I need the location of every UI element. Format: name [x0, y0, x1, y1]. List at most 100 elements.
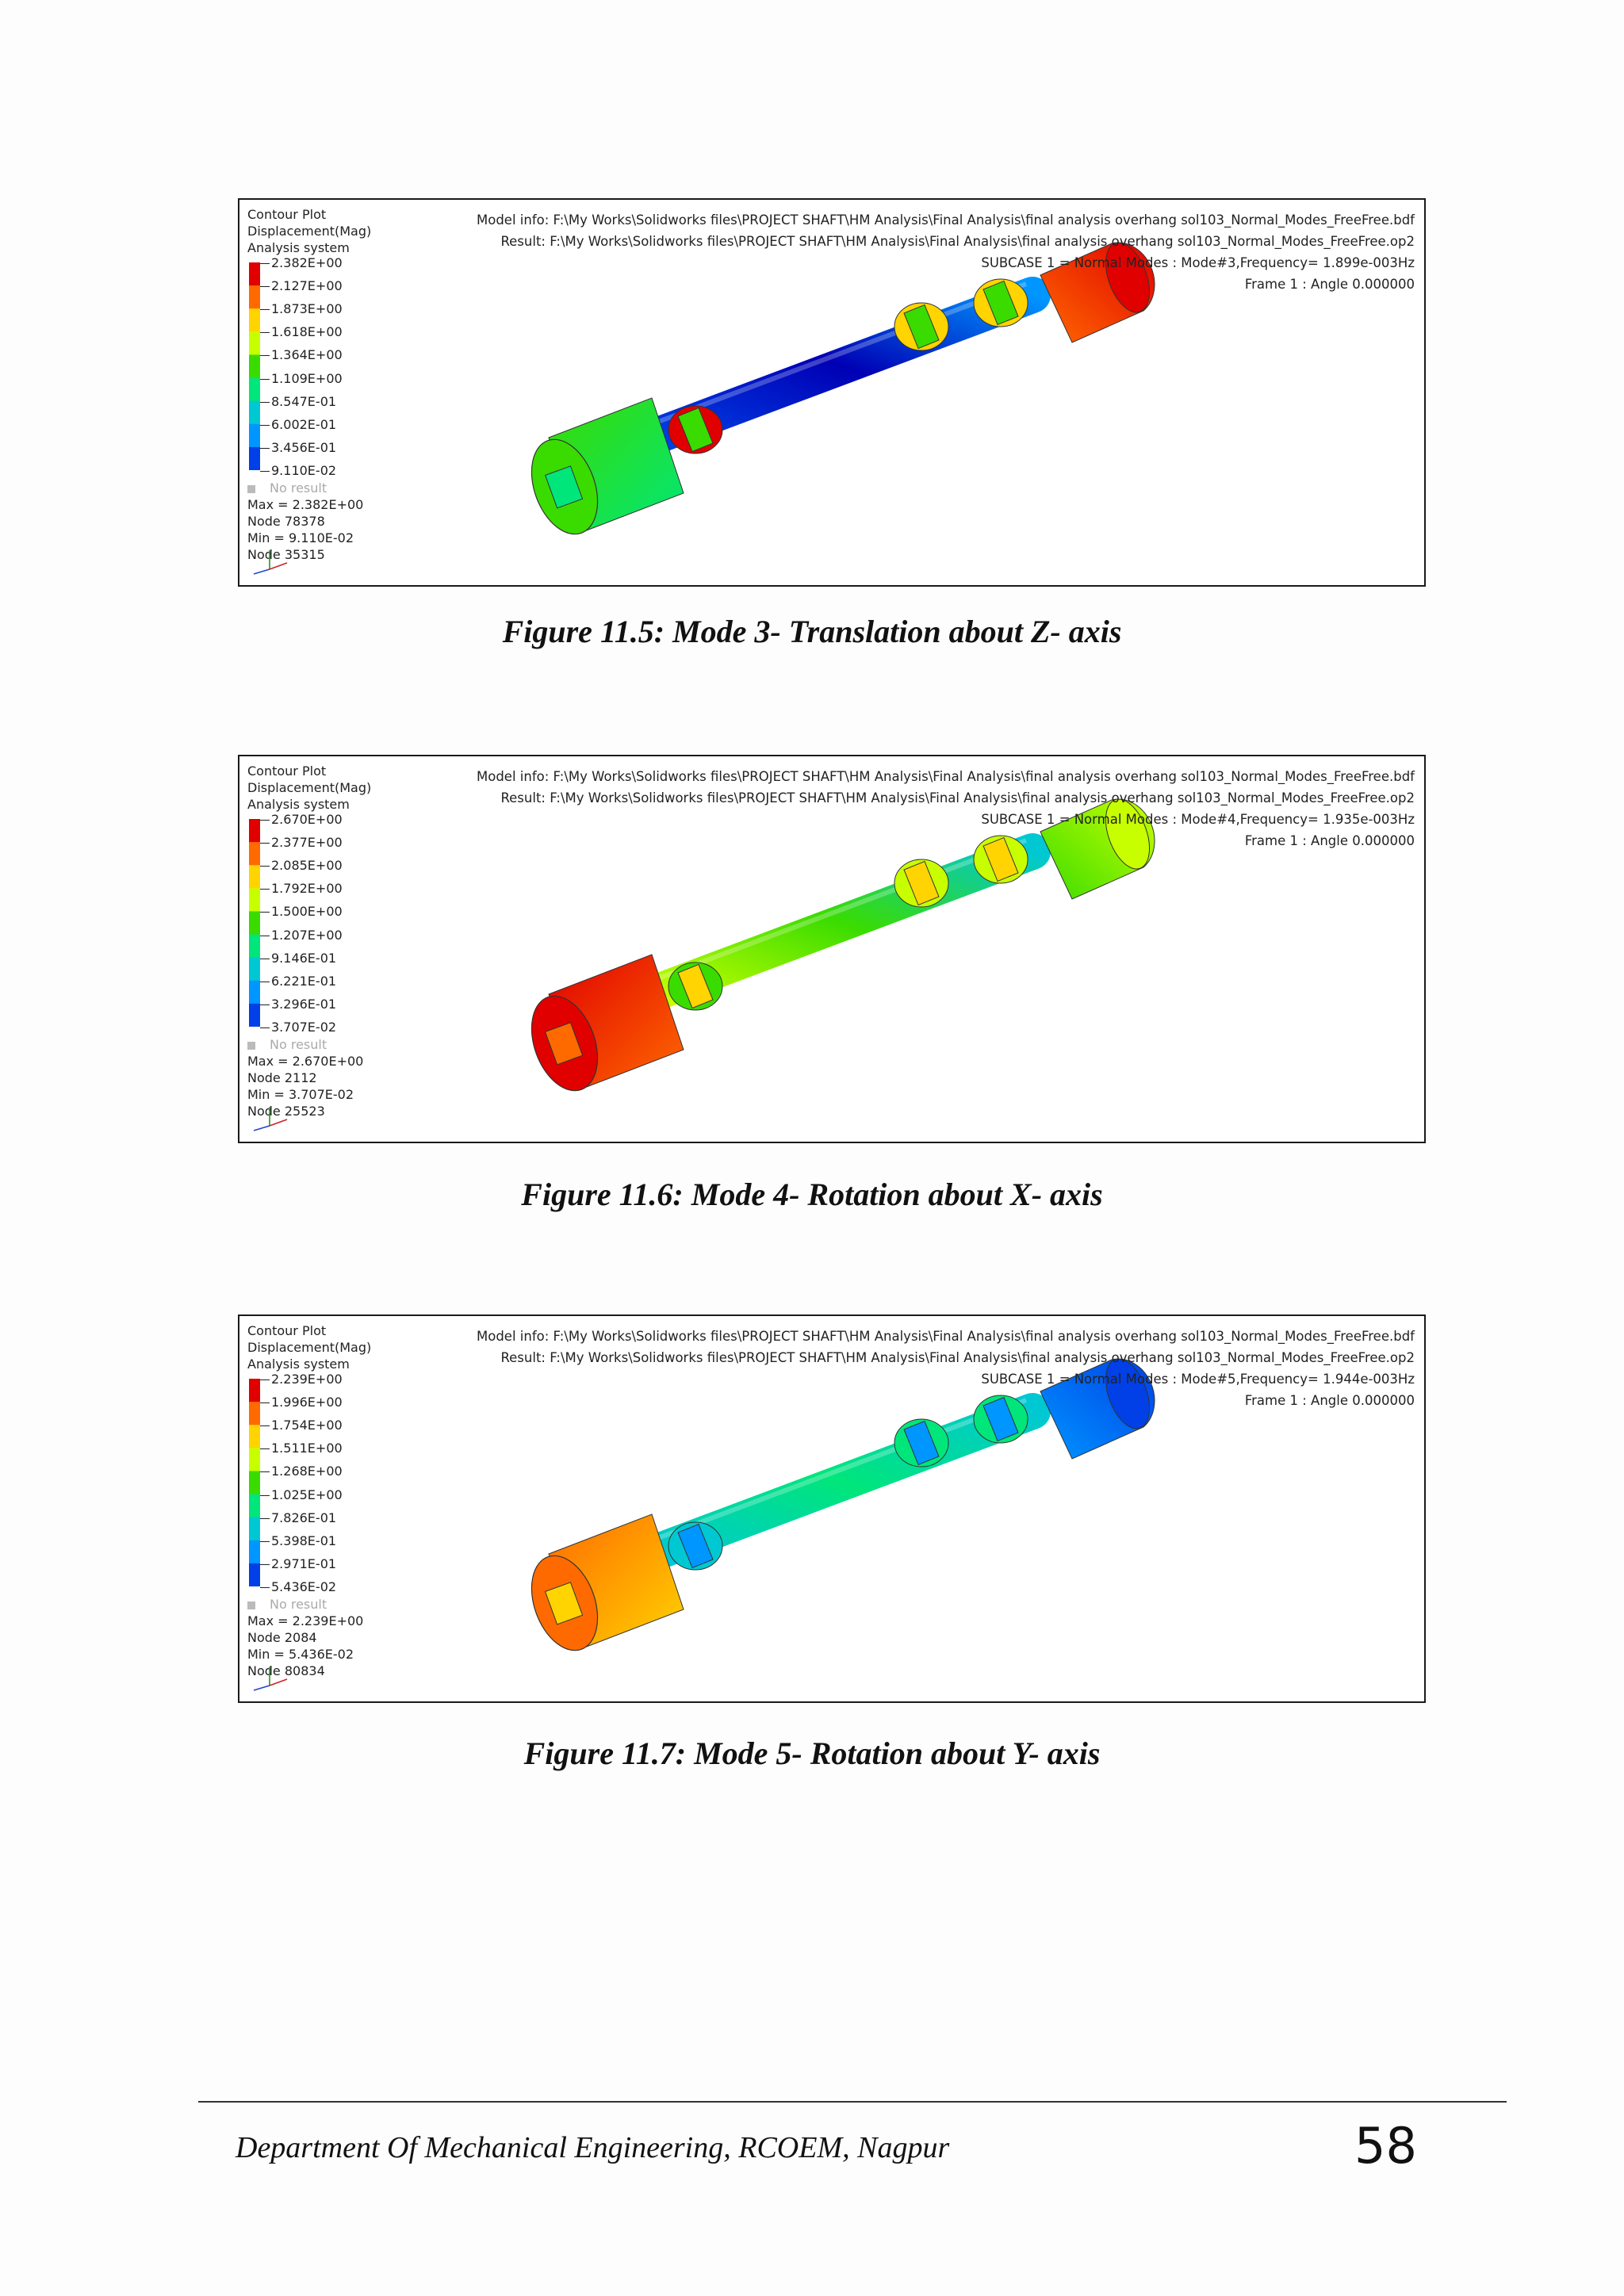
legend-color-band — [249, 957, 260, 982]
joint-yoke — [982, 280, 1019, 326]
shaft-model-render — [530, 798, 1155, 1092]
figure-caption: Figure 11.6: Mode 4- Rotation about X- a… — [521, 1177, 1103, 1212]
legend-color-band — [249, 1540, 260, 1564]
contour-legend: Contour Plot Displacement(Mag) Analysis … — [247, 763, 454, 1119]
legend-tick-label: 1.025E+00 — [260, 1487, 343, 1503]
shaft-model-render — [530, 1358, 1155, 1651]
legend-min: Min = 9.110E-02 — [247, 530, 354, 545]
legend-color-band — [249, 911, 260, 936]
legend-tick-label: 5.398E-01 — [260, 1533, 336, 1549]
legend-color-band — [249, 377, 260, 402]
legend-no-result: No result — [247, 480, 454, 496]
legend-scale: 2.670E+00 2.377E+00 2.085E+00 1.792E+00 1.50… — [247, 811, 454, 1036]
legend-tick-label: 1.873E+00 — [260, 300, 343, 317]
legend-tick-label: 2.670E+00 — [260, 811, 343, 828]
frame-info: Frame 1 : Angle 0.000000 — [1244, 277, 1415, 292]
spline-bore — [544, 1022, 584, 1066]
legend-system: Analysis system — [247, 797, 350, 812]
legend-tick-label: 9.110E-02 — [260, 462, 336, 479]
legend-tick-label: 1.754E+00 — [260, 1417, 343, 1433]
legend-tick-label: 2.382E+00 — [260, 254, 343, 271]
legend-color-band — [249, 446, 260, 470]
legend-color-band — [249, 1003, 260, 1027]
legend-tick-label: 1.268E+00 — [260, 1463, 343, 1479]
joint-yoke — [903, 860, 940, 906]
legend-max-node: Node 78378 — [247, 514, 325, 529]
model-info-path: Model info: F:\My Works\Solidworks files… — [477, 1329, 1415, 1344]
legend-tick-label: 2.085E+00 — [260, 857, 343, 874]
contour-legend: Contour Plot Displacement(Mag) Analysis … — [247, 206, 454, 563]
frame-info: Frame 1 : Angle 0.000000 — [1244, 1393, 1415, 1408]
legend-tick-label: 3.296E-01 — [260, 996, 336, 1012]
legend-color-band — [249, 1379, 260, 1402]
legend-tick-label: 1.511E+00 — [260, 1440, 343, 1456]
spline-bore — [544, 1582, 584, 1625]
legend-title: Contour Plot — [247, 763, 327, 779]
legend-max: Max = 2.239E+00 — [247, 1613, 364, 1628]
legend-tick-label: 2.377E+00 — [260, 834, 343, 851]
legend-color-bar — [249, 819, 260, 1027]
legend-no-result: No result — [247, 1036, 454, 1053]
legend-tick-label: 1.207E+00 — [260, 927, 343, 943]
legend-title: Contour Plot — [247, 1323, 327, 1338]
legend-system: Analysis system — [247, 1357, 350, 1372]
result-path: Result: F:\My Works\Solidworks files\PRO… — [500, 234, 1415, 249]
shaft-highlight — [644, 281, 1028, 429]
model-info: Model info: F:\My Works\Solidworks files… — [477, 766, 1415, 851]
legend-color-band — [249, 1471, 260, 1495]
legend-tick-label: 3.456E-01 — [260, 439, 336, 456]
legend-color-bar — [249, 1379, 260, 1586]
legend-color-band — [249, 285, 260, 309]
axis-triad-icon — [253, 1667, 288, 1691]
legend-color-band — [249, 331, 260, 355]
legend-color-band — [249, 1563, 260, 1586]
legend-tick-label: 6.002E-01 — [260, 416, 336, 433]
legend-min: Min = 3.707E-02 — [247, 1087, 354, 1102]
legend-min-node: Node 35315 — [247, 547, 325, 562]
legend-tick-label: 7.826E-01 — [260, 1510, 336, 1526]
spline-bore — [544, 465, 584, 509]
joint-yoke — [677, 1523, 714, 1569]
legend-quantity: Displacement(Mag) — [247, 1340, 372, 1355]
legend-color-band — [249, 1425, 260, 1448]
legend-tick-label: 2.971E-01 — [260, 1556, 336, 1572]
legend-color-band — [249, 888, 260, 912]
model-info-path: Model info: F:\My Works\Solidworks files… — [477, 212, 1415, 228]
end-cap-far — [1105, 798, 1150, 870]
legend-max: Max = 2.382E+00 — [247, 497, 364, 512]
subcase-info: SUBCASE 1 = Normal Modes : Mode#4,Freque… — [981, 812, 1415, 827]
result-path: Result: F:\My Works\Solidworks files\PRO… — [500, 1350, 1415, 1365]
legend-tick-label: 1.996E+00 — [260, 1394, 343, 1410]
joint-yoke — [982, 836, 1019, 882]
figure-contour-plot: Contour Plot Displacement(Mag) Analysis … — [238, 1314, 1426, 1703]
legend-tick-label: 8.547E-01 — [260, 393, 336, 410]
legend-tick-label: 1.792E+00 — [260, 880, 343, 897]
legend-color-band — [249, 262, 260, 286]
legend-tick-label: 5.436E-02 — [260, 1578, 336, 1595]
joint-yoke — [677, 407, 714, 453]
legend-min-node: Node 25523 — [247, 1104, 325, 1119]
legend-color-band — [249, 1448, 260, 1471]
legend-min: Min = 5.436E-02 — [247, 1647, 354, 1662]
legend-tick-label: 9.146E-01 — [260, 950, 336, 966]
legend-tick-label: 1.618E+00 — [260, 323, 343, 340]
legend-title: Contour Plot — [247, 207, 327, 222]
legend-min-node: Node 80834 — [247, 1663, 325, 1678]
legend-color-band — [249, 308, 260, 332]
figure-caption: Figure 11.7: Mode 5- Rotation about Y- a… — [523, 1735, 1101, 1771]
model-info-path: Model info: F:\My Works\Solidworks files… — [477, 769, 1415, 784]
legend-max-node: Node 2112 — [247, 1070, 317, 1085]
legend-tick-label: 1.500E+00 — [260, 903, 343, 920]
legend-color-band — [249, 423, 260, 448]
legend-no-result: No result — [247, 1596, 454, 1613]
axis-triad-icon — [253, 550, 288, 575]
legend-max-node: Node 2084 — [247, 1630, 317, 1645]
legend-color-band — [249, 1517, 260, 1541]
end-cap-far — [1105, 242, 1150, 313]
legend-scale: 2.382E+00 2.127E+00 1.873E+00 1.618E+00 1.36… — [247, 254, 454, 480]
legend-color-band — [249, 980, 260, 1004]
axis-triad-icon — [253, 1107, 288, 1131]
model-info: Model info: F:\My Works\Solidworks files… — [477, 209, 1415, 295]
joint-yoke — [677, 963, 714, 1009]
legend-quantity: Displacement(Mag) — [247, 780, 372, 795]
